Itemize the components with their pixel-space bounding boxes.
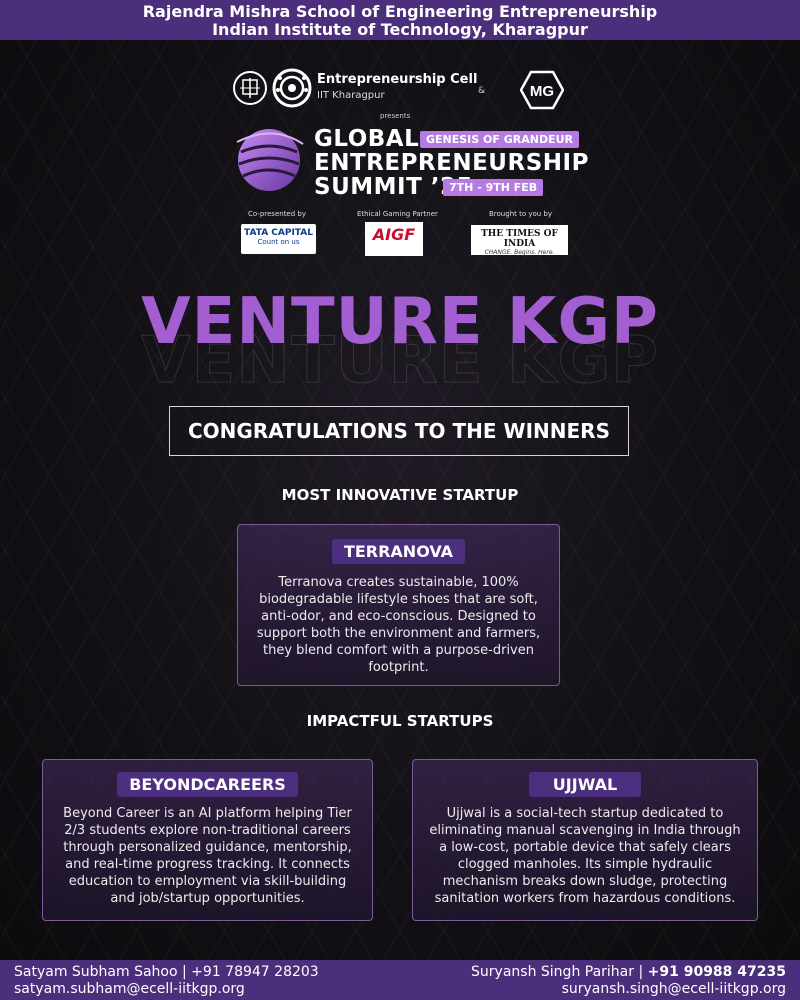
iit-kgp-emblem-icon bbox=[233, 71, 267, 105]
times-of-india-logo: THE TIMES OF INDIA CHANGE. Begins. Here. bbox=[471, 225, 568, 256]
brought-caption: Brought to you by bbox=[489, 210, 553, 218]
contact-left-email: satyam.subham@ecell-iitkgp.org bbox=[14, 981, 245, 997]
tata-capital-tag: Count on us bbox=[257, 238, 300, 246]
tata-capital-logo: TATA CAPITAL Count on us bbox=[241, 224, 316, 254]
ecell-sub: IIT Kharagpur bbox=[317, 90, 385, 101]
institute-name: Indian Institute of Technology, Kharagpu… bbox=[212, 20, 588, 39]
dates-pill: 7TH - 9TH FEB bbox=[443, 179, 544, 196]
globe-icon bbox=[236, 129, 304, 191]
beyondcareers-name: BEYONDCAREERS bbox=[117, 772, 298, 797]
toi-name: THE TIMES OF INDIA bbox=[481, 229, 558, 249]
summit-line-1: GLOBAL bbox=[314, 126, 420, 152]
ecell-name: Entrepreneurship Cell bbox=[317, 72, 478, 87]
tata-capital-name: TATA CAPITAL bbox=[244, 228, 313, 238]
ujjwal-description: Ujjwal is a social-tech startup dedicate… bbox=[429, 806, 741, 906]
contact-right-name: Suryansh Singh Parihar | bbox=[471, 964, 648, 980]
mg-logo-icon: MG bbox=[520, 70, 564, 110]
toi-tag: CHANGE. Begins. Here. bbox=[484, 249, 555, 256]
contact-left-name: Satyam Subham Sahoo | +91 78947 28203 bbox=[14, 964, 319, 980]
tagline-pill: GENESIS OF GRANDEUR bbox=[420, 131, 579, 148]
beyondcareers-description: Beyond Career is an AI platform helping … bbox=[63, 806, 352, 906]
ampersand: & bbox=[478, 86, 486, 96]
summit-line-2: ENTREPRENEURSHIP bbox=[314, 150, 589, 176]
section-innovative-heading: MOST INNOVATIVE STARTUP bbox=[281, 486, 519, 504]
title-outline: VENTURE KGP bbox=[141, 324, 659, 399]
footer-bar: Satyam Subham Sahoo | +91 78947 28203 sa… bbox=[0, 960, 800, 1000]
section-impactful-heading: IMPACTFUL STARTUPS bbox=[306, 712, 494, 730]
congrats-prefix: CONGRATULATIONS TO THE bbox=[188, 419, 504, 443]
aigf-logo: AIGF bbox=[365, 222, 423, 256]
ujjwal-card: UJJWAL Ujjwal is a social-tech startup d… bbox=[412, 759, 758, 921]
aigf-name: AIGF bbox=[372, 225, 416, 244]
presents-label: presents bbox=[380, 112, 411, 120]
contact-right: Suryansh Singh Parihar | +91 90988 47235 bbox=[471, 964, 786, 981]
terranova-description: Terranova creates sustainable, 100% biod… bbox=[256, 575, 541, 675]
mg-logo-text: MG bbox=[530, 83, 554, 100]
contact-right-email: suryansh.singh@ecell-iitkgp.org bbox=[561, 981, 786, 997]
congrats-banner: CONGRATULATIONS TO THE WINNERS bbox=[169, 406, 629, 456]
ecell-logo-icon bbox=[272, 68, 312, 108]
beyondcareers-card: BEYONDCAREERS Beyond Career is an AI pla… bbox=[42, 759, 373, 921]
ujjwal-name: UJJWAL bbox=[528, 772, 642, 797]
contact-right-phone: +91 90988 47235 bbox=[647, 964, 786, 980]
page-title: VENTURE KGP bbox=[141, 285, 659, 359]
school-name: Rajendra Mishra School of Engineering En… bbox=[142, 2, 658, 21]
copresented-caption: Co-presented by bbox=[248, 210, 306, 218]
terranova-name: TERRANOVA bbox=[331, 539, 466, 564]
gaming-caption: Ethical Gaming Partner bbox=[357, 210, 438, 218]
congrats-emphasis: WINNERS bbox=[503, 419, 610, 443]
header-bar: Rajendra Mishra School of Engineering En… bbox=[0, 0, 800, 40]
terranova-card: TERRANOVA Terranova creates sustainable,… bbox=[237, 524, 560, 686]
